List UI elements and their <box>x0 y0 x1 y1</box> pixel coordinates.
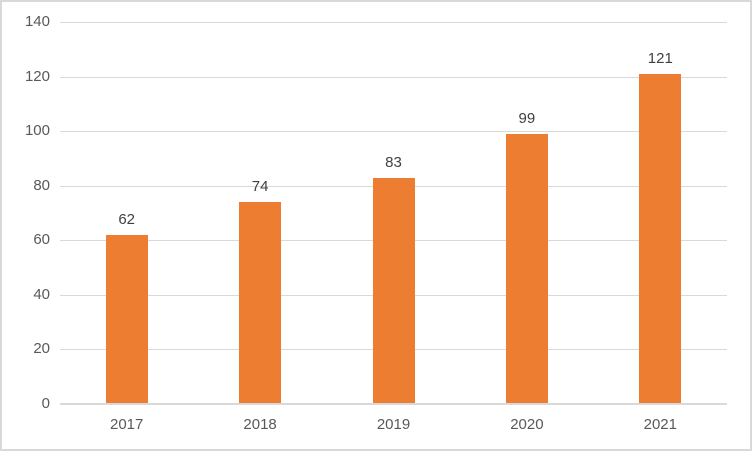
gridline-y-140 <box>60 22 727 23</box>
bar-2018 <box>239 202 282 404</box>
x-tick-label: 2020 <box>510 416 544 433</box>
bar-2020 <box>505 133 548 404</box>
data-label: 83 <box>385 153 402 171</box>
data-label: 121 <box>647 49 673 67</box>
bar-2017 <box>105 234 148 404</box>
bar-2021 <box>639 73 682 404</box>
y-tick-label: 120 <box>24 67 50 85</box>
x-tick-label: 2019 <box>376 416 411 433</box>
x-tick-label: 2018 <box>243 416 277 433</box>
bar-2019 <box>372 177 415 404</box>
x-tick-label: 2021 <box>643 416 677 433</box>
y-tick-label: 100 <box>24 122 50 140</box>
data-label: 99 <box>518 109 536 127</box>
data-label: 62 <box>118 210 136 228</box>
y-tick-label: 20 <box>33 340 50 358</box>
data-label: 74 <box>251 178 269 196</box>
gridline-y-100 <box>60 131 727 133</box>
y-tick-label: 0 <box>41 395 50 412</box>
y-tick-label: 140 <box>24 13 50 30</box>
gridline-y-120 <box>60 76 727 78</box>
x-axis-line <box>60 403 727 405</box>
y-tick-label: 60 <box>33 231 50 249</box>
x-tick-label: 2017 <box>110 416 144 433</box>
plot-area: 0 20 40 60 80 100 120 140 62 74 83 99 121 2017 2018 2… <box>25 14 727 433</box>
y-tick-label: 80 <box>33 176 50 194</box>
y-tick-label: 40 <box>33 285 50 303</box>
